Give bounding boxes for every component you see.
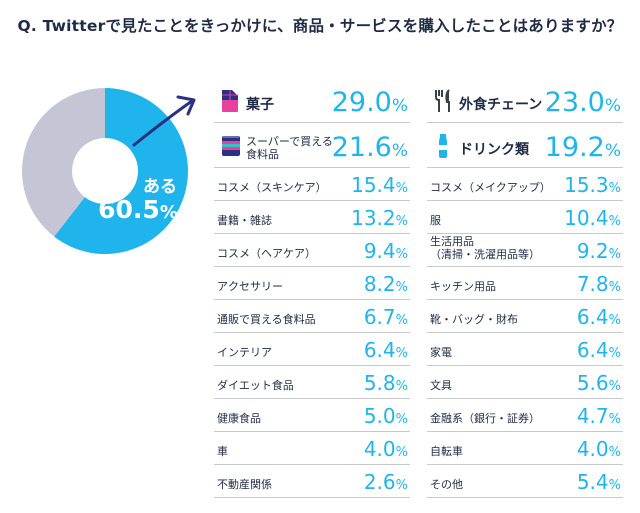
item-label: その他	[430, 478, 463, 491]
slice-percent-aru: 60.5%	[88, 195, 188, 224]
list-item: インテリア 6.4%	[214, 333, 410, 366]
item-label: 自転車	[430, 445, 463, 458]
list-item: 自転車 4.0%	[427, 432, 623, 465]
item-value: 10.4%	[564, 206, 621, 230]
item-value: 15.4%	[351, 173, 408, 197]
item-value: 5.4%	[576, 470, 621, 494]
item-label: 外食チェーン	[459, 97, 543, 113]
item-value: 6.4%	[363, 338, 408, 362]
item-value: 21.6%	[331, 132, 408, 163]
item-label: ダイエット食品	[217, 379, 294, 392]
list-item: コスメ（ヘアケア） 9.4%	[214, 234, 410, 267]
item-value: 4.0%	[363, 437, 408, 461]
list-item: 不動産関係 2.6%	[214, 465, 410, 498]
item-label: 健康食品	[217, 412, 261, 425]
list-item: ダイエット食品 5.8%	[214, 366, 410, 399]
slice-percent-value: 60.5	[98, 195, 160, 224]
item-value: 2.6%	[363, 470, 408, 494]
list-item: コスメ（メイクアップ） 15.3%	[427, 168, 623, 201]
list-item: 外食チェーン 23.0%	[427, 78, 623, 123]
list-item: 服 10.4%	[427, 201, 623, 234]
item-value: 5.6%	[576, 371, 621, 395]
item-value: 7.8%	[576, 272, 621, 296]
list-item: 健康食品 5.0%	[214, 399, 410, 432]
list-item: 通販で買える食料品 6.7%	[214, 300, 410, 333]
list-item: 金融系（銀行・証券） 4.7%	[427, 399, 623, 432]
item-label: キッチン用品	[430, 280, 496, 293]
item-value: 19.2%	[544, 132, 621, 163]
list-item: スーパーで買える 食料品 21.6%	[214, 123, 410, 168]
pie-slice-nai	[22, 88, 105, 237]
fork-knife-icon	[435, 89, 450, 112]
list-item: 車 4.0%	[214, 432, 410, 465]
item-value: 6.4%	[576, 305, 621, 329]
list-item: 菓子 29.0%	[214, 78, 410, 123]
item-value: 5.0%	[363, 404, 408, 428]
list-item: 文具 5.6%	[427, 366, 623, 399]
item-label: 文具	[430, 379, 452, 392]
pointer-arrow	[132, 99, 194, 147]
item-label: 通販で買える食料品	[217, 313, 316, 326]
list-item: 生活用品 （清掃・洗濯用品等） 9.2%	[427, 234, 623, 267]
item-label: スーパーで買える 食料品	[246, 135, 333, 161]
slice-label-aru: ある	[143, 177, 177, 197]
item-label: ドリンク類	[459, 142, 529, 158]
item-label: 生活用品 （清掃・洗濯用品等）	[430, 235, 540, 261]
chocolate-bar-icon	[222, 90, 238, 112]
canned-food-icon	[222, 136, 240, 156]
item-label: インテリア	[217, 346, 272, 359]
item-value: 4.7%	[576, 404, 621, 428]
item-label: コスメ（スキンケア）	[217, 181, 327, 194]
item-label: 服	[430, 214, 441, 227]
item-value: 9.4%	[363, 239, 408, 263]
item-label: 菓子	[246, 97, 274, 113]
list-item: キッチン用品 7.8%	[427, 267, 623, 300]
chart-title: Q. Twitterで見たことをきっかけに、商品・サービスを購入したことはありま…	[17, 17, 623, 35]
item-value: 8.2%	[363, 272, 408, 296]
breakdown-column-left: 菓子 29.0% スーパーで買える 食料品 21.6% コスメ（スキンケア） 15.4% 書籍…	[214, 78, 410, 498]
list-item: 家電 6.4%	[427, 333, 623, 366]
item-label: 家電	[430, 346, 452, 359]
item-label: 書籍・雑誌	[217, 214, 272, 227]
item-value: 29.0%	[331, 87, 408, 118]
item-value: 15.3%	[564, 173, 621, 197]
item-value: 6.7%	[363, 305, 408, 329]
slice-percent-unit: %	[159, 202, 178, 223]
item-label: コスメ（ヘアケア）	[217, 247, 316, 260]
item-label: 車	[217, 445, 228, 458]
item-value: 13.2%	[351, 206, 408, 230]
item-value: 23.0%	[544, 87, 621, 118]
item-value: 4.0%	[576, 437, 621, 461]
item-label: 靴・バッグ・財布	[430, 313, 518, 326]
item-label: アクセサリー	[217, 280, 283, 293]
list-item: ドリンク類 19.2%	[427, 123, 623, 168]
breakdown-column-right: 外食チェーン 23.0% ドリンク類 19.2% コスメ（メイクアップ） 15.3% 服 10…	[427, 78, 623, 498]
list-item: コスメ（スキンケア） 15.4%	[214, 168, 410, 201]
list-item: アクセサリー 8.2%	[214, 267, 410, 300]
item-label: コスメ（メイクアップ）	[430, 181, 551, 194]
item-value: 5.8%	[363, 371, 408, 395]
list-item: 靴・バッグ・財布 6.4%	[427, 300, 623, 333]
list-item: 書籍・雑誌 13.2%	[214, 201, 410, 234]
item-label: 金融系（銀行・証券）	[430, 412, 540, 425]
list-item: その他 5.4%	[427, 465, 623, 498]
pointer-arrowhead	[176, 95, 196, 116]
item-value: 9.2%	[576, 239, 621, 263]
drink-bottle-icon	[439, 134, 447, 158]
item-label: 不動産関係	[217, 478, 272, 491]
item-value: 6.4%	[576, 338, 621, 362]
